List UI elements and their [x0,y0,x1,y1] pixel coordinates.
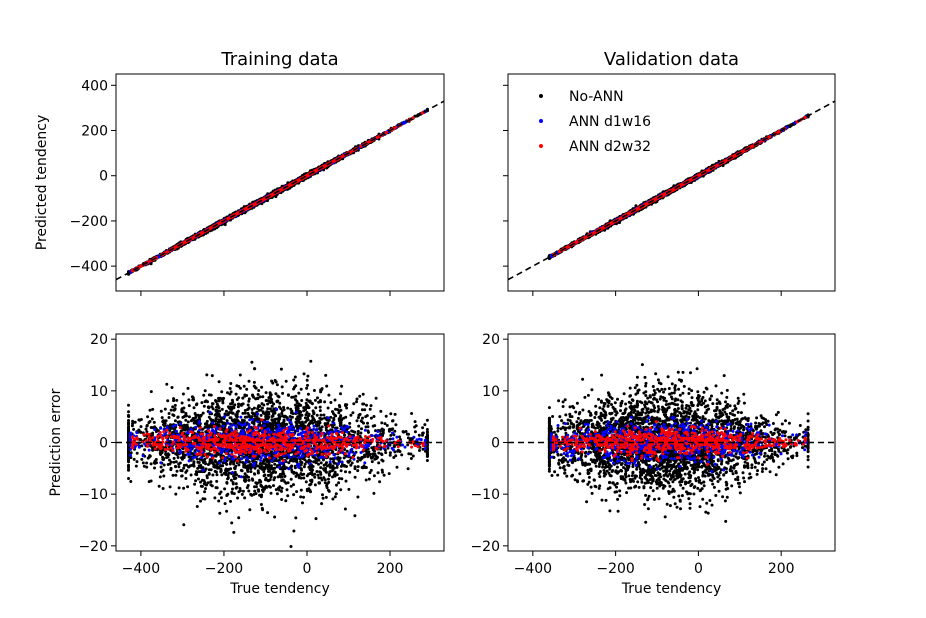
y-tick-label: −400 [70,259,108,275]
y-tick-label: 0 [99,169,108,185]
reference-line [116,100,444,281]
scatter-points [127,107,429,276]
data-point [244,207,248,211]
data-point [286,181,290,185]
data-point [166,250,170,254]
data-point [131,269,135,273]
data-point [411,116,415,120]
y-axis-label: Predicted tendency [34,115,50,251]
y-tick-label: 400 [81,78,108,94]
data-point [349,150,353,154]
data-point [209,226,212,230]
data-point [384,130,388,134]
chart-title: Training data [220,49,338,70]
data-point [218,221,222,225]
data-point [274,195,278,199]
data-point [333,159,337,163]
axes-frame [115,73,445,292]
y-tick-label: 200 [81,124,108,140]
panel-training-predicted: −400 −200 0 200 400 Training data Predicted te… [34,49,445,296]
data-point [226,216,230,220]
y-tick-label: −200 [70,214,108,230]
data-point [288,183,292,187]
data-point [253,202,257,206]
